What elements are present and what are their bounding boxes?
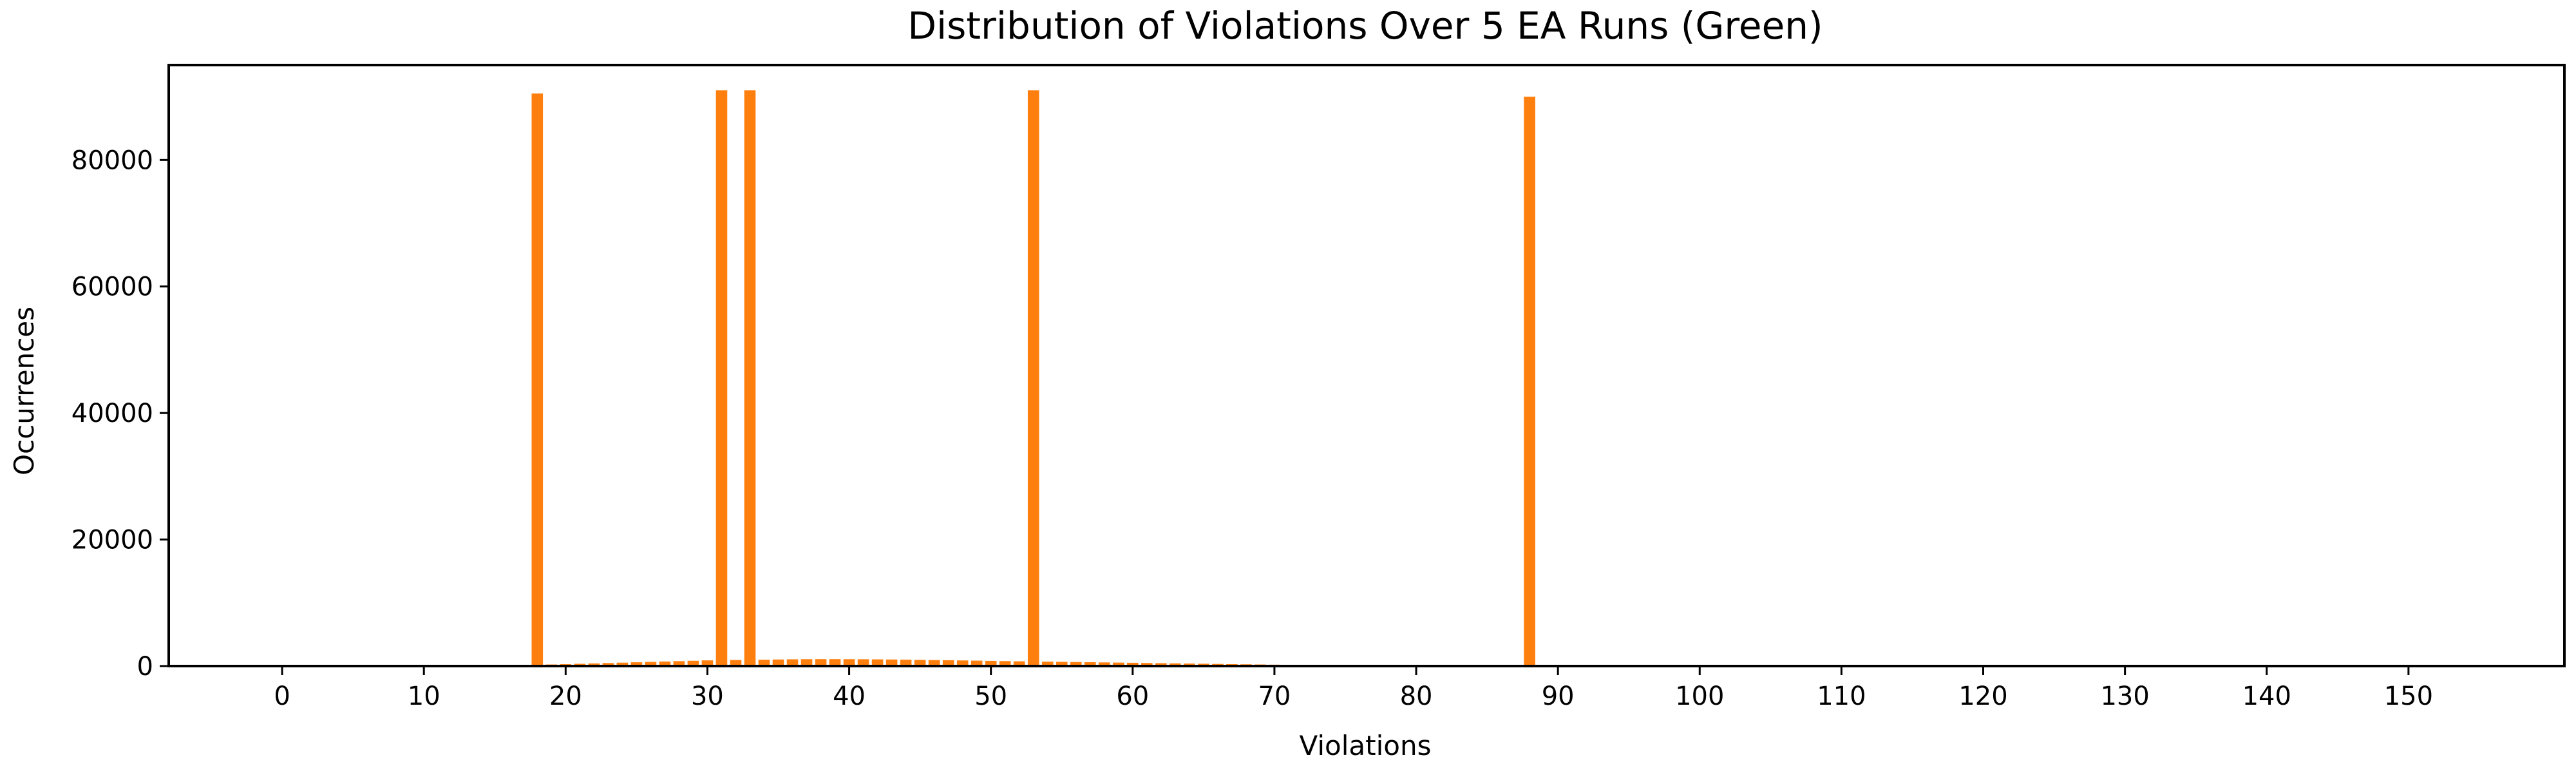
x-axis-label: Violations (1300, 730, 1432, 761)
x-tick-label: 90 (1542, 682, 1575, 711)
bar-35 (772, 659, 784, 666)
bar-32 (730, 660, 742, 666)
bar-37 (800, 659, 813, 666)
x-axis-ticks: 0 10 20 30 40 50 60 70 80 90 100 110 120 130 140 150 (274, 666, 2433, 711)
bar-24 (616, 662, 629, 666)
x-tick-label: 50 (974, 682, 1007, 711)
bar-57 (1084, 662, 1096, 666)
bar-29 (687, 660, 699, 666)
x-tick-label: 120 (1958, 682, 2007, 711)
bar-23 (602, 663, 614, 666)
x-tick-label: 110 (1817, 682, 1866, 711)
bar-46 (928, 660, 940, 666)
bars-group (503, 90, 1549, 667)
x-tick-label: 40 (833, 682, 866, 711)
x-tick-label: 10 (408, 682, 440, 711)
x-tick-label: 60 (1116, 682, 1149, 711)
bar-61 (1141, 663, 1153, 666)
bar-26 (645, 662, 657, 666)
bar-58 (1098, 662, 1110, 666)
bar-52 (1013, 661, 1025, 666)
bar-54 (1041, 662, 1054, 666)
bar-60 (1127, 662, 1139, 666)
bar-43 (886, 659, 898, 666)
y-tick-label: 0 (137, 652, 153, 682)
bar-88 (1524, 97, 1535, 667)
y-tick-label: 60000 (71, 272, 153, 302)
bar-48 (956, 660, 969, 666)
bar-22 (588, 663, 600, 666)
x-tick-label: 140 (2242, 682, 2291, 711)
bar-53 (1027, 90, 1039, 666)
x-tick-label: 20 (549, 682, 582, 711)
bar-44 (900, 660, 912, 666)
bar-33 (744, 90, 756, 666)
chart-title: Distribution of Violations Over 5 EA Run… (907, 4, 1823, 48)
bar-36 (786, 659, 799, 666)
x-tick-label: 100 (1675, 682, 1724, 711)
bar-42 (871, 659, 884, 666)
y-tick-label: 20000 (71, 526, 153, 555)
bar-63 (1170, 663, 1181, 666)
plot-area-frame (167, 64, 2566, 667)
x-tick-label: 80 (1400, 682, 1433, 711)
bar-47 (942, 660, 954, 666)
bar-25 (630, 662, 643, 666)
y-axis-label: Occurrences (8, 307, 40, 475)
bar-50 (985, 660, 997, 666)
bar-28 (673, 661, 685, 666)
bar-30 (701, 660, 714, 666)
bar-31 (715, 90, 728, 666)
bar-39 (829, 659, 841, 666)
bar-38 (815, 659, 827, 666)
x-tick-label: 30 (691, 682, 724, 711)
bar-40 (843, 659, 855, 666)
bar-18 (531, 93, 544, 666)
bar-59 (1112, 662, 1124, 666)
x-tick-label: 130 (2100, 682, 2149, 711)
y-axis-ticks: 0 20000 40000 60000 80000 (71, 146, 169, 682)
y-tick-label: 80000 (71, 146, 153, 175)
bar-41 (857, 659, 869, 666)
bar-51 (999, 661, 1011, 666)
bar-45 (914, 660, 926, 666)
bar-34 (758, 660, 770, 666)
bar-55 (1056, 662, 1068, 666)
x-tick-label: 0 (274, 682, 290, 711)
x-tick-label: 150 (2384, 682, 2433, 711)
y-tick-label: 40000 (71, 399, 153, 428)
bar-27 (659, 661, 671, 666)
bar-49 (971, 660, 983, 666)
x-tick-label: 70 (1258, 682, 1291, 711)
bar-56 (1070, 662, 1082, 666)
bar-62 (1155, 663, 1167, 666)
